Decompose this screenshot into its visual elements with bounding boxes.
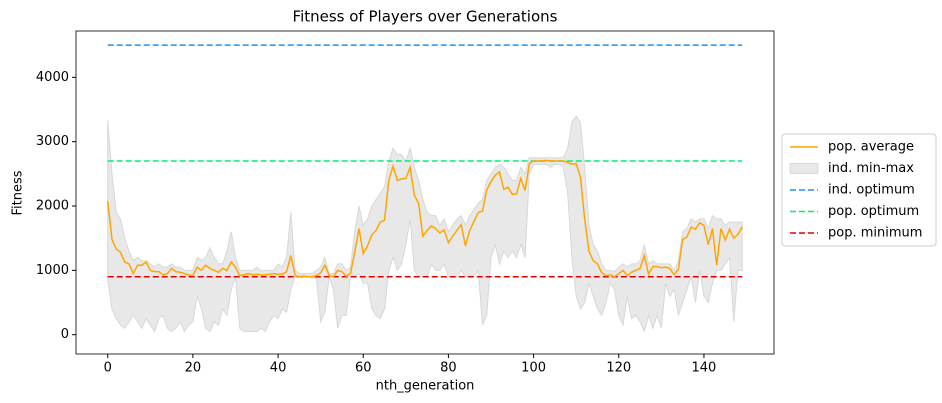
min-max-band xyxy=(107,115,743,333)
legend-label: pop. average xyxy=(828,140,914,155)
y-tick-label: 0 xyxy=(61,327,69,342)
y-tick-label: 3000 xyxy=(36,134,69,149)
legend-label: pop. optimum xyxy=(828,204,919,219)
x-tick-label: 60 xyxy=(355,361,372,376)
legend-label: ind. min-max xyxy=(828,161,914,176)
x-tick-label: 20 xyxy=(185,361,202,376)
y-tick-label: 1000 xyxy=(36,263,69,278)
x-tick-label: 140 xyxy=(692,361,717,376)
x-tick-label: 100 xyxy=(521,361,546,376)
line xyxy=(106,159,743,278)
y-axis-label: Fitness xyxy=(11,170,26,215)
plot-frame xyxy=(75,30,775,355)
x-tick-label: 0 xyxy=(104,361,112,376)
y-tick-label: 2000 xyxy=(36,199,69,214)
legend-label: pop. minimum xyxy=(828,226,922,241)
x-axis-label: nth_generation xyxy=(376,379,475,394)
x-tick-label: 80 xyxy=(440,361,457,376)
x-tick-label: 40 xyxy=(270,361,287,376)
legend-swatch xyxy=(789,163,819,174)
legend-label: ind. optimum xyxy=(828,183,915,198)
y-tick-label: 4000 xyxy=(36,70,69,85)
x-tick-label: 120 xyxy=(606,361,631,376)
legend-box xyxy=(781,133,937,247)
chart-title: Fitness of Players over Generations xyxy=(293,8,558,26)
